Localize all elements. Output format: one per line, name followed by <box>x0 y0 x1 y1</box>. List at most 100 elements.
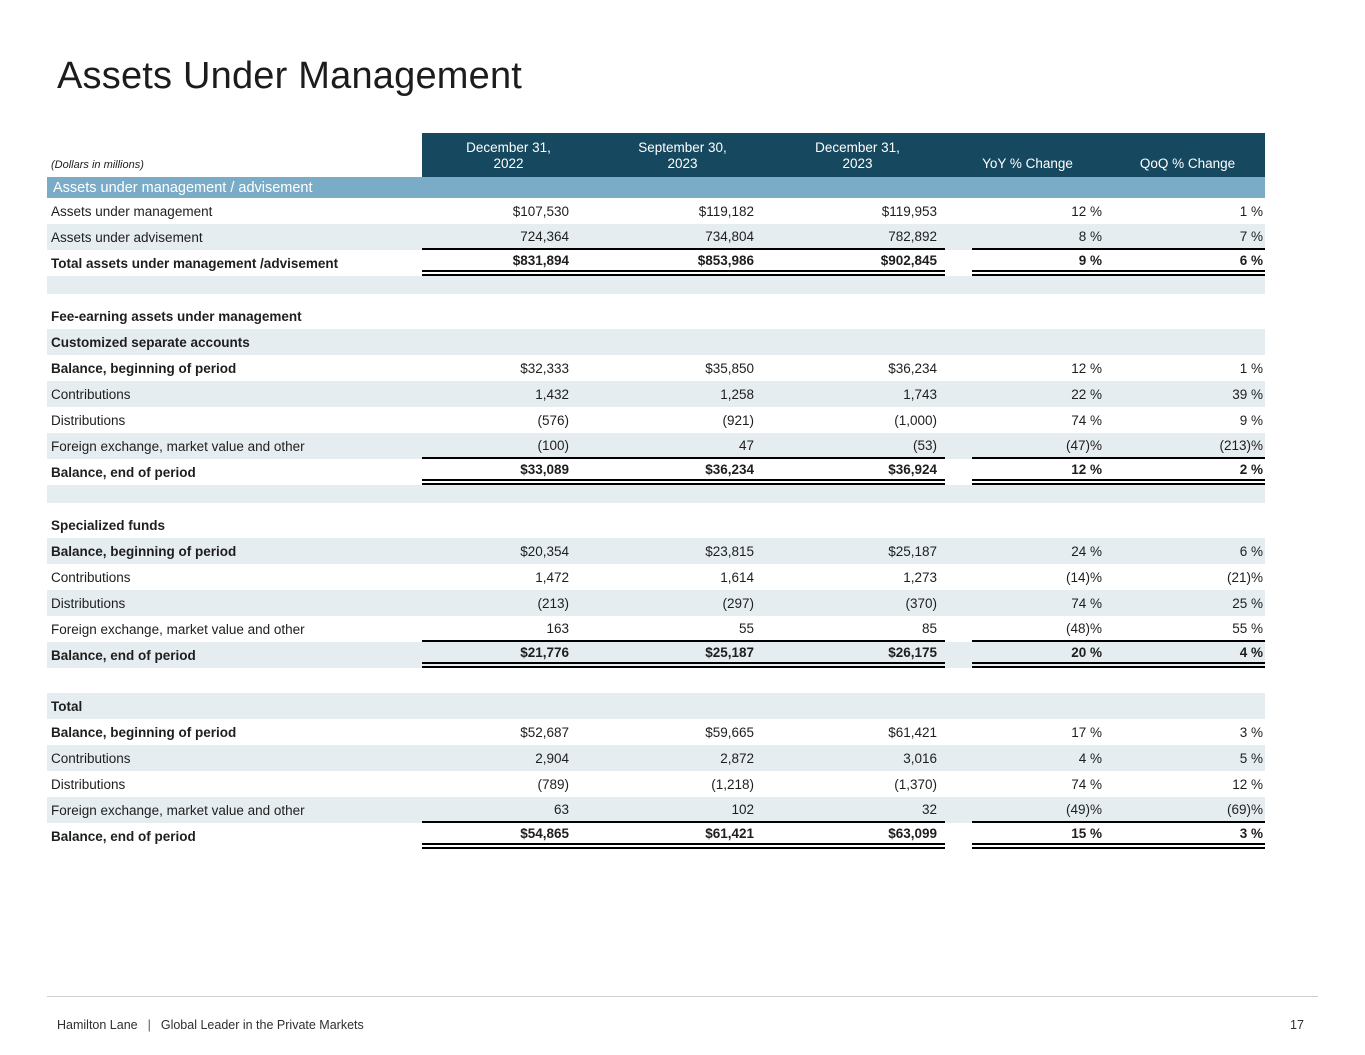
footer: Hamilton Lane | Global Leader in the Priva… <box>57 1018 364 1032</box>
value-dec-2023: 1,273 <box>903 569 937 585</box>
table-row: Balance, end of period $33,089 $36,234 $36,… <box>47 459 1265 485</box>
value-dec-2022: 63 <box>422 797 595 823</box>
section-band: Assets under management / advisement <box>47 177 1265 198</box>
value-sep-2023: $23,815 <box>705 543 754 559</box>
value-dec-2022: $33,089 <box>422 459 595 485</box>
value-dec-2022: $54,865 <box>422 823 595 849</box>
table-row: Balance, end of period $54,865 $61,421 $63,… <box>47 823 1265 849</box>
value-dec-2022: $20,354 <box>520 543 569 559</box>
row-label: Total <box>51 698 83 714</box>
value-qoq-change: 3 % <box>1239 724 1263 740</box>
row-label: Balance, end of period <box>51 464 196 480</box>
value-qoq-change: (69)% <box>1110 797 1265 823</box>
value-qoq-change: 6 % <box>1239 543 1263 559</box>
row-label: Contributions <box>51 750 131 766</box>
column-gap <box>945 224 972 250</box>
value-dec-2023: 3,016 <box>903 750 937 766</box>
value-sep-2023: (1,218) <box>711 776 754 792</box>
table-row: Distributions (576) (921) (1,000) 74 % 9 % <box>47 407 1265 433</box>
value-sep-2023: $36,234 <box>595 459 770 485</box>
value-sep-2023: $35,850 <box>705 360 754 376</box>
value-yoy-change: (47)% <box>972 433 1110 459</box>
column-gap <box>945 745 972 771</box>
value-dec-2022: 2,904 <box>535 750 569 766</box>
value-sep-2023: $25,187 <box>595 642 770 668</box>
value-dec-2022: $107,530 <box>512 203 569 219</box>
value-dec-2022: $32,333 <box>520 360 569 376</box>
column-gap <box>945 771 972 797</box>
row-label: Balance, end of period <box>51 828 196 844</box>
footer-separator: | <box>147 1018 151 1032</box>
column-gap <box>945 459 972 485</box>
footer-tagline: Global Leader in the Private Markets <box>160 1018 364 1032</box>
value-dec-2022: 163 <box>422 616 595 642</box>
page-title: Assets Under Management <box>57 55 523 97</box>
value-dec-2022: (789) <box>537 776 569 792</box>
value-qoq-change: 7 % <box>1110 224 1265 250</box>
row-label: Distributions <box>51 412 126 428</box>
value-sep-2023: 1,614 <box>720 569 754 585</box>
value-yoy-change: 17 % <box>1071 724 1102 740</box>
value-dec-2022: (213) <box>537 595 569 611</box>
value-sep-2023: $61,421 <box>595 823 770 849</box>
value-yoy-change: 12 % <box>1071 203 1102 219</box>
column-gap <box>945 433 972 459</box>
value-dec-2023: $902,845 <box>770 250 945 276</box>
table-row: Balance, beginning of period $32,333 $35,8… <box>47 355 1265 381</box>
value-yoy-change: (48)% <box>972 616 1110 642</box>
section-header-row: Fee-earning assets under management <box>47 303 1265 329</box>
value-qoq-change: 39 % <box>1232 386 1263 402</box>
value-sep-2023: (297) <box>722 595 754 611</box>
column-gap <box>945 198 972 224</box>
value-yoy-change: 24 % <box>1071 543 1102 559</box>
value-dec-2023: (1,000) <box>894 412 937 428</box>
col-header-line2: 2023 <box>667 156 698 172</box>
value-qoq-change: 5 % <box>1239 750 1263 766</box>
value-qoq-change: 4 % <box>1110 642 1265 668</box>
value-dec-2023: 32 <box>770 797 945 823</box>
table-row: Total assets under management /advisemen… <box>47 250 1265 276</box>
column-gap <box>945 823 972 849</box>
col-header-qoq-change: QoQ % Change <box>1110 133 1265 177</box>
value-yoy-change: 8 % <box>972 224 1110 250</box>
col-header-dec-2022: December 31, 2022 <box>422 133 595 177</box>
column-gap <box>945 355 972 381</box>
value-dec-2023: $26,175 <box>770 642 945 668</box>
row-label: Balance, beginning of period <box>51 360 237 376</box>
row-label: Balance, beginning of period <box>51 543 237 559</box>
col-header-line2: 2022 <box>493 156 524 172</box>
value-qoq-change: 3 % <box>1110 823 1265 849</box>
value-dec-2022: (576) <box>537 412 569 428</box>
row-label: Total assets under management /advisemen… <box>51 255 339 271</box>
value-dec-2022: $21,776 <box>422 642 595 668</box>
column-gap <box>945 719 972 745</box>
value-yoy-change: 74 % <box>1071 412 1102 428</box>
column-gap <box>945 642 972 668</box>
value-qoq-change: 55 % <box>1110 616 1265 642</box>
row-label: Balance, beginning of period <box>51 724 237 740</box>
value-sep-2023: 47 <box>595 433 770 459</box>
value-dec-2023: 85 <box>770 616 945 642</box>
value-yoy-change: 74 % <box>1071 595 1102 611</box>
table-row: Balance, beginning of period $52,687 $59,6… <box>47 719 1265 745</box>
table-row: Foreign exchange, market value and other… <box>47 433 1265 459</box>
table-row: Contributions 1,472 1,614 1,273 (14)% (21)% <box>47 564 1265 590</box>
table-row: Distributions (789) (1,218) (1,370) 74 % 12 % <box>47 771 1265 797</box>
value-qoq-change: 9 % <box>1239 412 1263 428</box>
section-header-row: Specialized funds <box>47 512 1265 538</box>
value-qoq-change: 25 % <box>1232 595 1263 611</box>
table-body: Assets under management / advisement Asse… <box>47 177 1265 849</box>
table-row: Assets under management $107,530 $119,182 $… <box>47 198 1265 224</box>
value-dec-2023: $61,421 <box>888 724 937 740</box>
column-gap <box>945 590 972 616</box>
spacer-row <box>47 294 1265 303</box>
col-header-label: QoQ % Change <box>1139 156 1236 172</box>
col-header-line2: 2023 <box>842 156 873 172</box>
value-yoy-change: 20 % <box>972 642 1110 668</box>
value-sep-2023: 2,872 <box>720 750 754 766</box>
value-sep-2023: 734,804 <box>595 224 770 250</box>
value-qoq-change: 1 % <box>1239 203 1263 219</box>
row-label: Contributions <box>51 386 131 402</box>
value-qoq-change: 2 % <box>1110 459 1265 485</box>
